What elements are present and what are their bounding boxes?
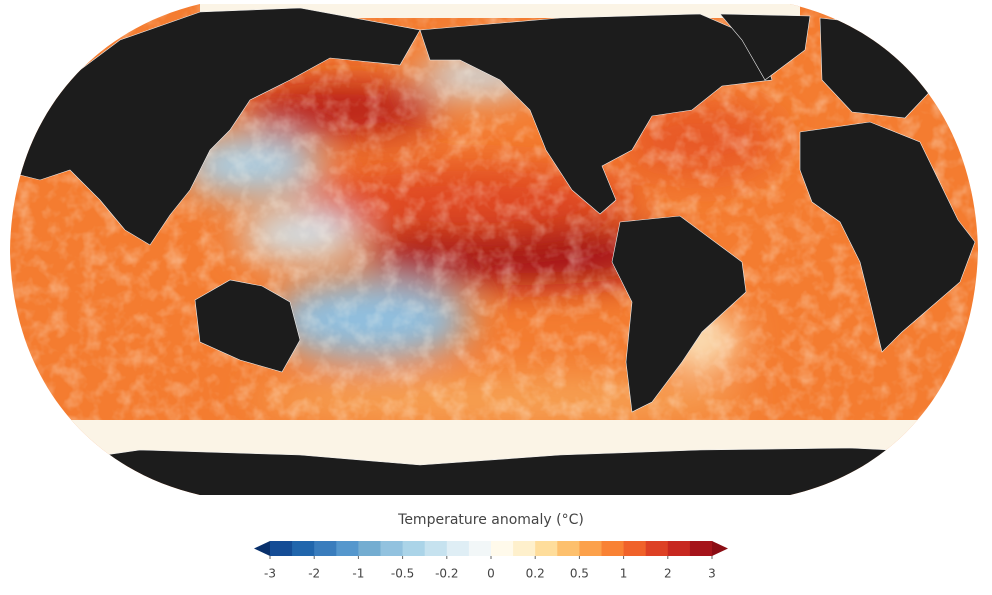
colorbar-segment bbox=[336, 541, 359, 556]
colorbar-segment bbox=[513, 541, 536, 556]
colorbar-tick-label: -0.5 bbox=[391, 567, 414, 581]
colorbar-segment bbox=[402, 541, 426, 556]
map bbox=[10, 4, 978, 495]
colorbar-segment bbox=[314, 541, 337, 556]
colorbar-tick-label: -2 bbox=[308, 567, 320, 581]
colorbar-tick-label: 1 bbox=[620, 567, 628, 581]
colorbar-tick-label: -1 bbox=[352, 567, 364, 581]
colorbar: -3 -2 -1 -0.5 -0.2 0 0.2 0.5 1 2 3 bbox=[254, 541, 728, 581]
colorbar-tick-label: 2 bbox=[664, 567, 672, 581]
land bbox=[10, 7, 978, 495]
colorbar-tick-label: 0.5 bbox=[570, 567, 589, 581]
colorbar-segment bbox=[446, 541, 470, 556]
colorbar-arrow bbox=[254, 541, 270, 556]
colorbar-segment bbox=[535, 541, 558, 556]
colorbar-tick-label: -0.2 bbox=[435, 567, 458, 581]
colorbar-segment bbox=[557, 541, 580, 556]
colorbar-segment bbox=[623, 541, 647, 556]
colorbar-segment bbox=[601, 541, 625, 556]
colorbar-tick-label: 0 bbox=[487, 567, 495, 581]
colorbar-segment bbox=[292, 541, 315, 556]
arctic-ice bbox=[200, 4, 800, 18]
colorbar-tick-label: -3 bbox=[264, 567, 276, 581]
colorbar-segment bbox=[579, 541, 602, 556]
colorbar-tick-label: 3 bbox=[708, 567, 716, 581]
colorbar-tick-label: 0.2 bbox=[526, 567, 545, 581]
colorbar-segment bbox=[380, 541, 404, 556]
colorbar-segment bbox=[491, 541, 514, 556]
colorbar-segment bbox=[689, 541, 713, 556]
colorbar-segment bbox=[468, 541, 492, 556]
colorbar-segment bbox=[667, 541, 691, 556]
colorbar-arrow bbox=[712, 541, 728, 556]
colorbar-segment bbox=[645, 541, 669, 556]
colorbar-segment bbox=[270, 541, 293, 556]
colorbar-segment bbox=[424, 541, 448, 556]
colorbar-segment bbox=[358, 541, 381, 556]
legend-title: Temperature anomaly (°C) bbox=[397, 512, 584, 528]
